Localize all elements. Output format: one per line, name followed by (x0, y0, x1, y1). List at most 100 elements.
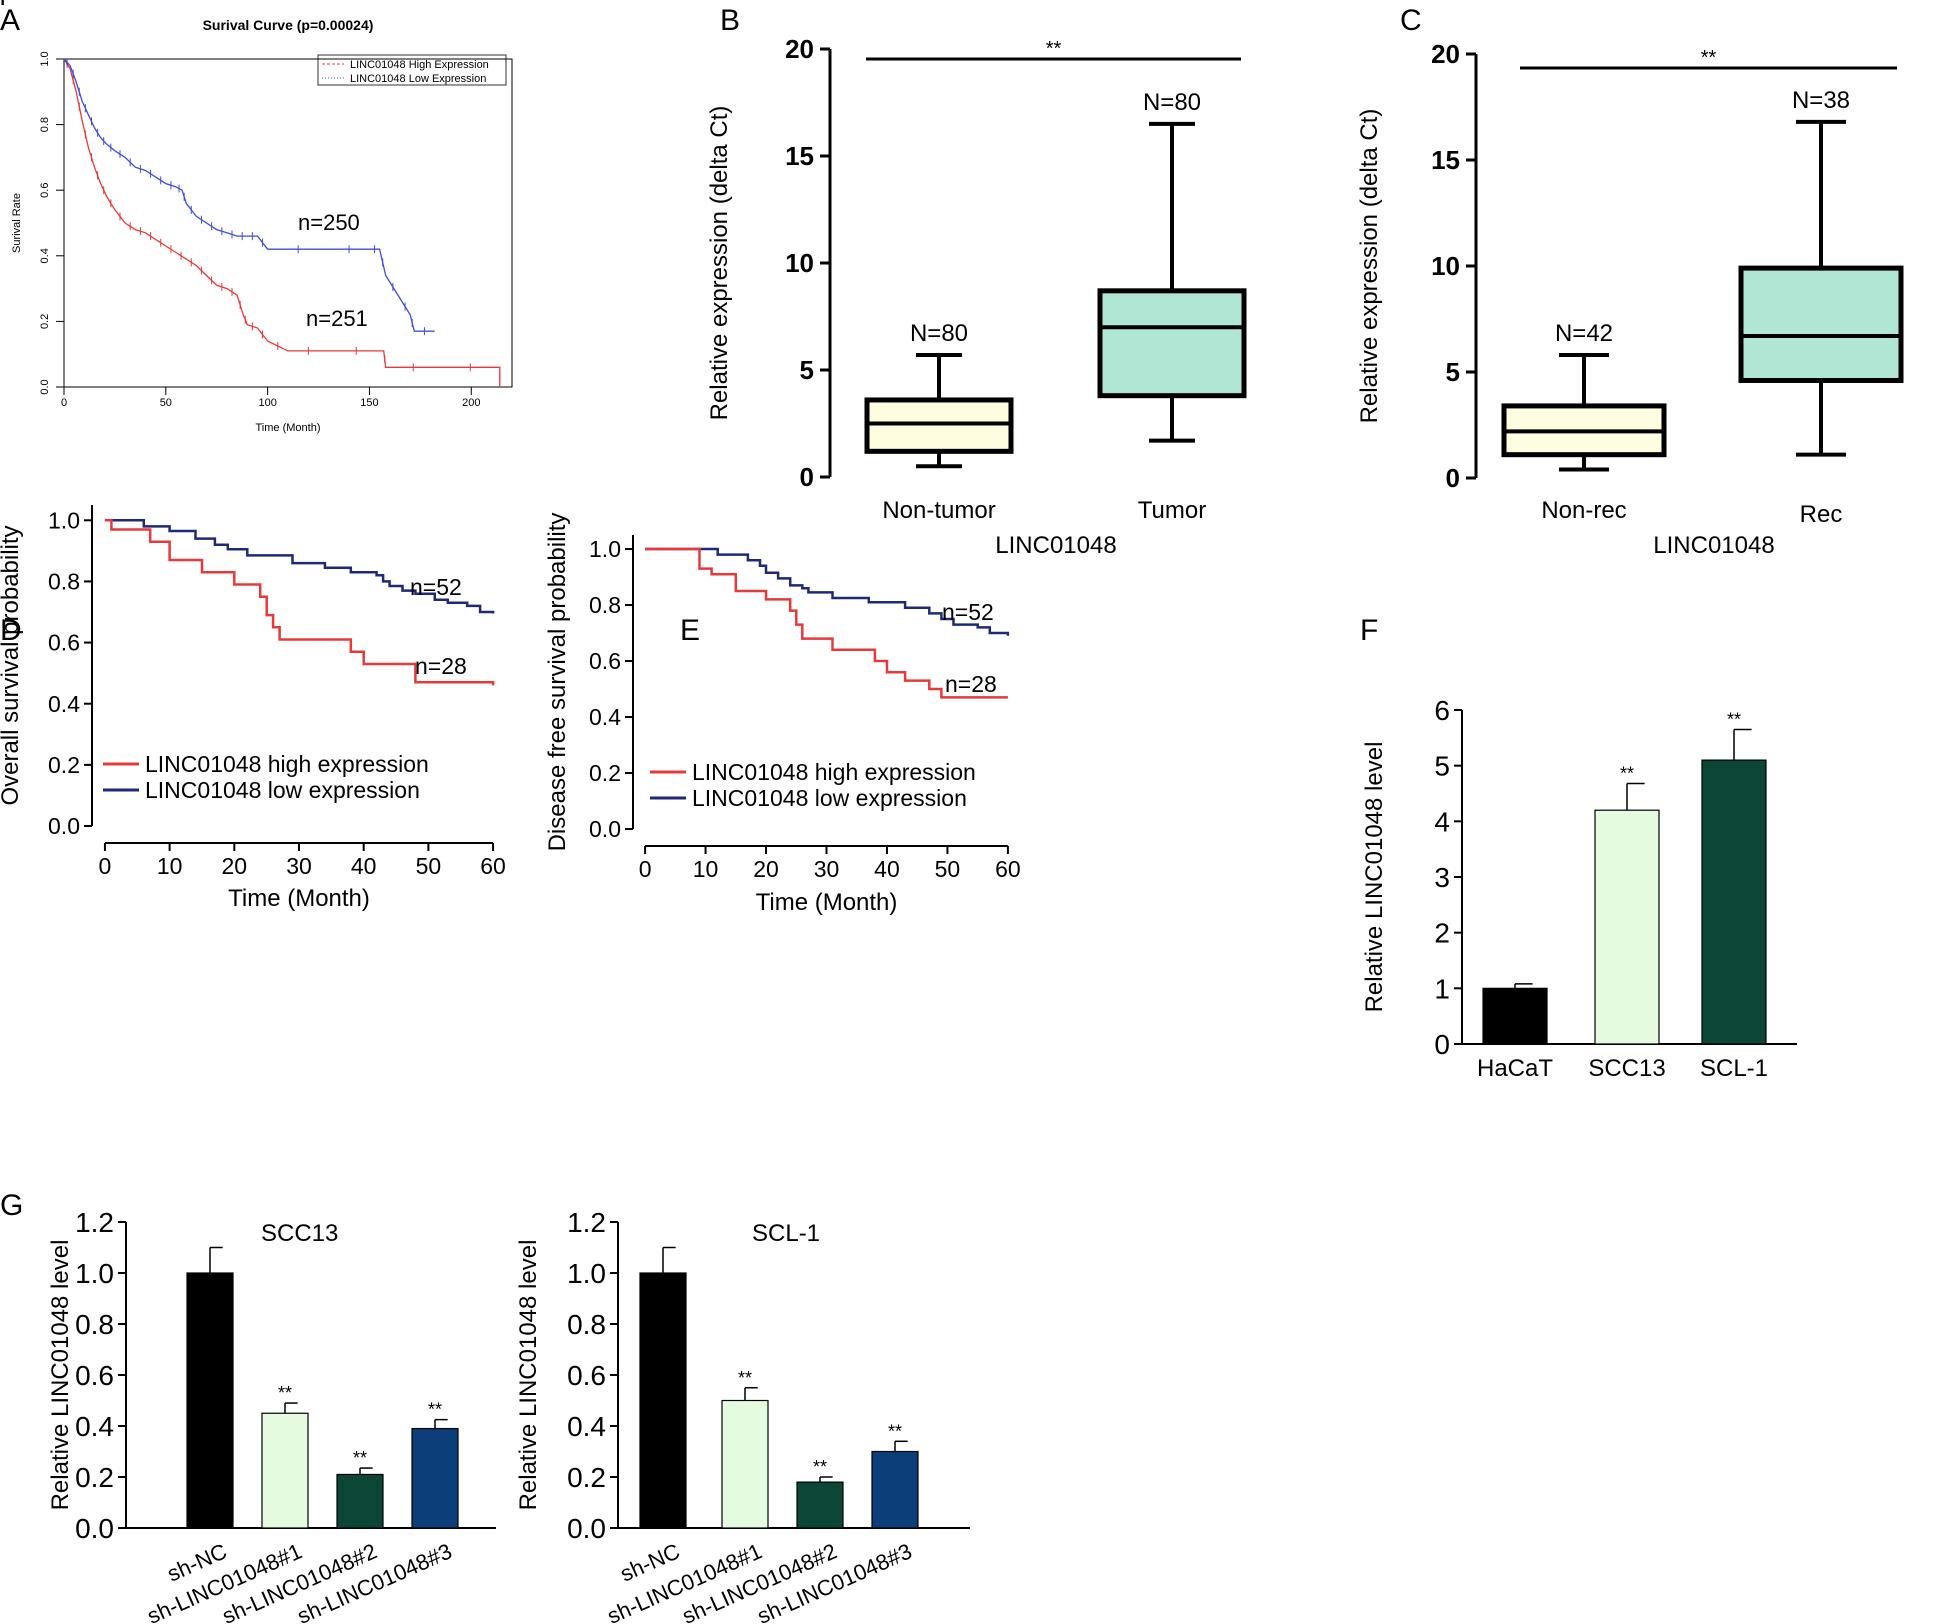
y-tick-label: 0.4 (75, 1411, 114, 1442)
y-tick-label: 5 (800, 355, 814, 385)
y-tick-label: 0.4 (567, 1411, 606, 1442)
p-value-annotation: p=0.033 (0, 0, 87, 6)
y-tick-label: 0.8 (39, 117, 51, 132)
panel-letter-b: B (720, 4, 740, 37)
panel-letter-f: F (1360, 614, 1378, 647)
x-tick-label: 50 (416, 853, 442, 879)
sample-size-label: N=42 (1555, 320, 1613, 347)
box-iqr (1738, 265, 1904, 383)
y-tick-label: 0.4 (589, 704, 621, 730)
significance-stars: ** (353, 1448, 367, 1468)
x-tick-label: 60 (995, 856, 1021, 882)
y-axis-label: Overall survival probability (0, 525, 24, 805)
survival-line-second (63, 58, 435, 332)
y-tick-label: 1 (1434, 973, 1450, 1004)
y-tick-label: 0.8 (567, 1309, 606, 1340)
x-axis-label: LINC01048 (995, 532, 1116, 559)
y-tick-label: 1.0 (567, 1258, 606, 1289)
y-tick-label: 15 (785, 141, 814, 171)
y-tick-label: 0.6 (39, 183, 51, 198)
y-tick-label: 0 (1434, 1029, 1450, 1060)
group-size-label: n=28 (415, 653, 467, 679)
group-size-label: n=250 (298, 210, 360, 235)
legend-label: LINC01048 low expression (692, 785, 967, 811)
panel-c-boxplot: 0 5 10 15 20 Relative expression (delta Ct) N=… (1356, 39, 1904, 559)
bar (871, 1450, 919, 1529)
y-tick-label: 0.8 (48, 568, 80, 594)
y-axis-label: Relative expression (delta Ct) (706, 106, 733, 421)
survival-line-second (104, 519, 495, 686)
y-tick-label: 0.6 (48, 630, 80, 656)
panel-letter-g: G (0, 1189, 23, 1222)
category-label: Rec (1800, 501, 1843, 528)
y-tick-label: 0.6 (75, 1360, 114, 1391)
significance-stars: ** (428, 1400, 442, 1420)
y-tick-label: 0.6 (589, 648, 621, 674)
x-tick-label: 10 (693, 856, 719, 882)
category-label: SCC13 (1588, 1055, 1665, 1082)
y-tick-label: 0 (1446, 463, 1460, 493)
x-tick-label: 20 (753, 856, 779, 882)
category-label: Non-tumor (882, 497, 995, 524)
y-axis-label: Relative expression (delta Ct) (1356, 109, 1383, 424)
y-tick-label: 1.0 (48, 507, 80, 533)
panel-a-survival-curve: 0 50 100 150 200 0.0 0.2 0.4 0.6 0.8 1.0 Time (Mont… (11, 17, 513, 434)
x-tick-label: 100 (258, 397, 276, 409)
panel-f-bar-chart: 0 1 2 3 4 5 6 Relative LINC01048 level HaCaT ** SC… (1361, 695, 1797, 1082)
legend-label: LINC01048 Low Expression (350, 73, 486, 85)
y-tick-label: 0.2 (48, 752, 80, 778)
panel-d-overall-survival: 0 10 20 30 40 50 60 0.0 0.2 0.4 0.6 0.8 1.0 Time (Mon… (0, 0, 506, 912)
y-axis-label: Relative LINC01048 level (515, 1240, 542, 1511)
survival-line-second (645, 547, 1008, 699)
significance-stars: ** (278, 1383, 292, 1403)
y-tick-label: 15 (1431, 145, 1460, 175)
bar (261, 1412, 309, 1529)
legend-label: LINC01048 low expression (145, 777, 420, 803)
x-tick-label: 40 (874, 856, 900, 882)
y-tick-label: 0.0 (39, 379, 51, 394)
x-tick-label: 30 (286, 853, 312, 879)
significance-stars: ** (813, 1457, 827, 1477)
y-axis-label: Surival Rate (11, 193, 23, 253)
bar (721, 1399, 769, 1529)
y-tick-label: 2 (1434, 918, 1450, 949)
y-tick-label: 20 (785, 34, 814, 64)
survival-line-first (645, 547, 1010, 636)
y-tick-label: 1.2 (75, 1207, 114, 1238)
x-tick-label: 50 (160, 397, 172, 409)
x-tick-label: 150 (360, 397, 378, 409)
panel-b-boxplot: 0 5 10 15 20 Relative expression (delta Ct) N=… (706, 34, 1247, 559)
survival-line-first (104, 519, 495, 614)
category-label: SCL-1 (1700, 1055, 1768, 1082)
significance-stars: ** (1620, 763, 1634, 783)
legend-label: LINC01048 high expression (692, 759, 976, 785)
sample-size-label: N=38 (1792, 87, 1850, 114)
bar (411, 1427, 459, 1529)
y-tick-label: 0.2 (75, 1462, 114, 1493)
panel-g-scl1-bar-chart: 0.0 0.2 0.4 0.6 0.8 1.0 1.2 Relative LINC01048 … (515, 1207, 970, 1624)
y-axis-label: Relative LINC01048 level (47, 1240, 74, 1511)
y-tick-label: 0.4 (48, 691, 80, 717)
panel-letter-c: C (1400, 4, 1422, 37)
y-tick-label: 6 (1434, 695, 1450, 726)
survival-line-first (63, 58, 501, 387)
significance-stars: ** (888, 1421, 902, 1441)
y-tick-label: 1.2 (567, 1207, 606, 1238)
y-tick-label: 0.8 (589, 592, 621, 618)
category-label: Tumor (1138, 497, 1206, 524)
x-tick-label: 20 (222, 853, 248, 879)
y-tick-label: 1.0 (589, 536, 621, 562)
box-iqr (1097, 288, 1247, 399)
panel-letter-e: E (680, 614, 700, 647)
y-tick-label: 10 (1431, 251, 1460, 281)
y-tick-label: 10 (785, 248, 814, 278)
bar (796, 1481, 844, 1529)
x-tick-label: 200 (462, 397, 480, 409)
y-axis-label: Relative LINC01048 level (1361, 742, 1388, 1013)
x-tick-label: 50 (935, 856, 961, 882)
y-tick-label: 0.2 (567, 1462, 606, 1493)
y-tick-label: 5 (1434, 751, 1450, 782)
significance-stars: ** (1046, 38, 1062, 60)
y-tick-label: 1.0 (75, 1258, 114, 1289)
